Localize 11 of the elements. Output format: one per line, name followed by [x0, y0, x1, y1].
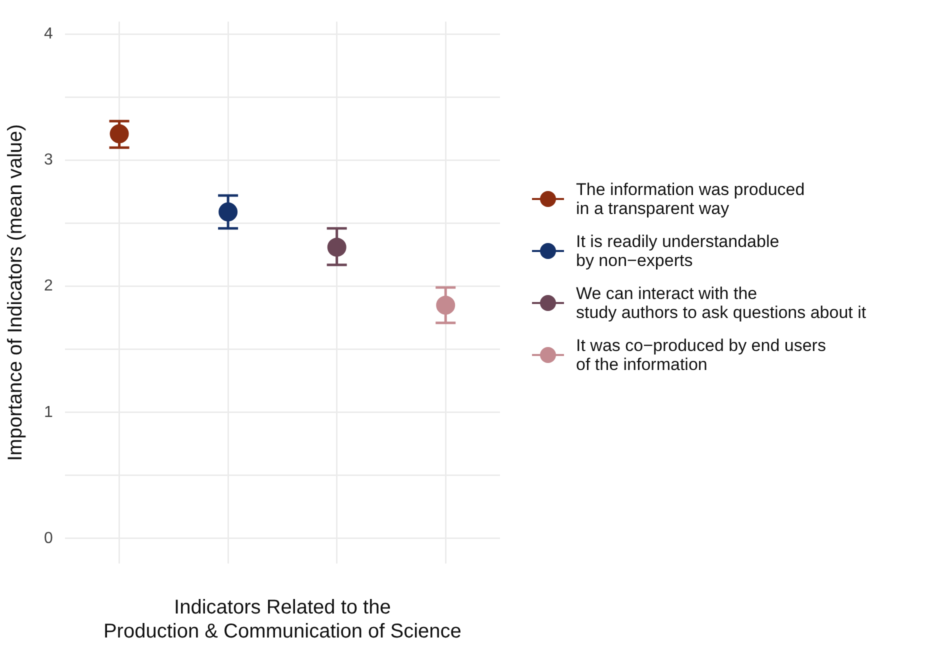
y-tick-label: 4: [44, 26, 53, 43]
y-tick-label: 2: [44, 278, 53, 295]
legend-label: We can interact with the study authors to ask questions about it: [576, 284, 866, 322]
y-tick-label: 3: [44, 152, 53, 169]
y-axis-title: Importance of Indicators (mean value): [4, 124, 27, 462]
y-tick-label: 1: [44, 404, 53, 421]
x-axis-title: Indicators Related to the Production & Communication of Science: [103, 596, 462, 643]
y-tick-label: 0: [44, 530, 53, 547]
legend-label: It was co−produced by end users of the information: [576, 336, 826, 374]
legend-label: The information was produced in a transparent way: [576, 180, 805, 218]
legend-label: It is readily understandable by non−experts: [576, 232, 780, 270]
